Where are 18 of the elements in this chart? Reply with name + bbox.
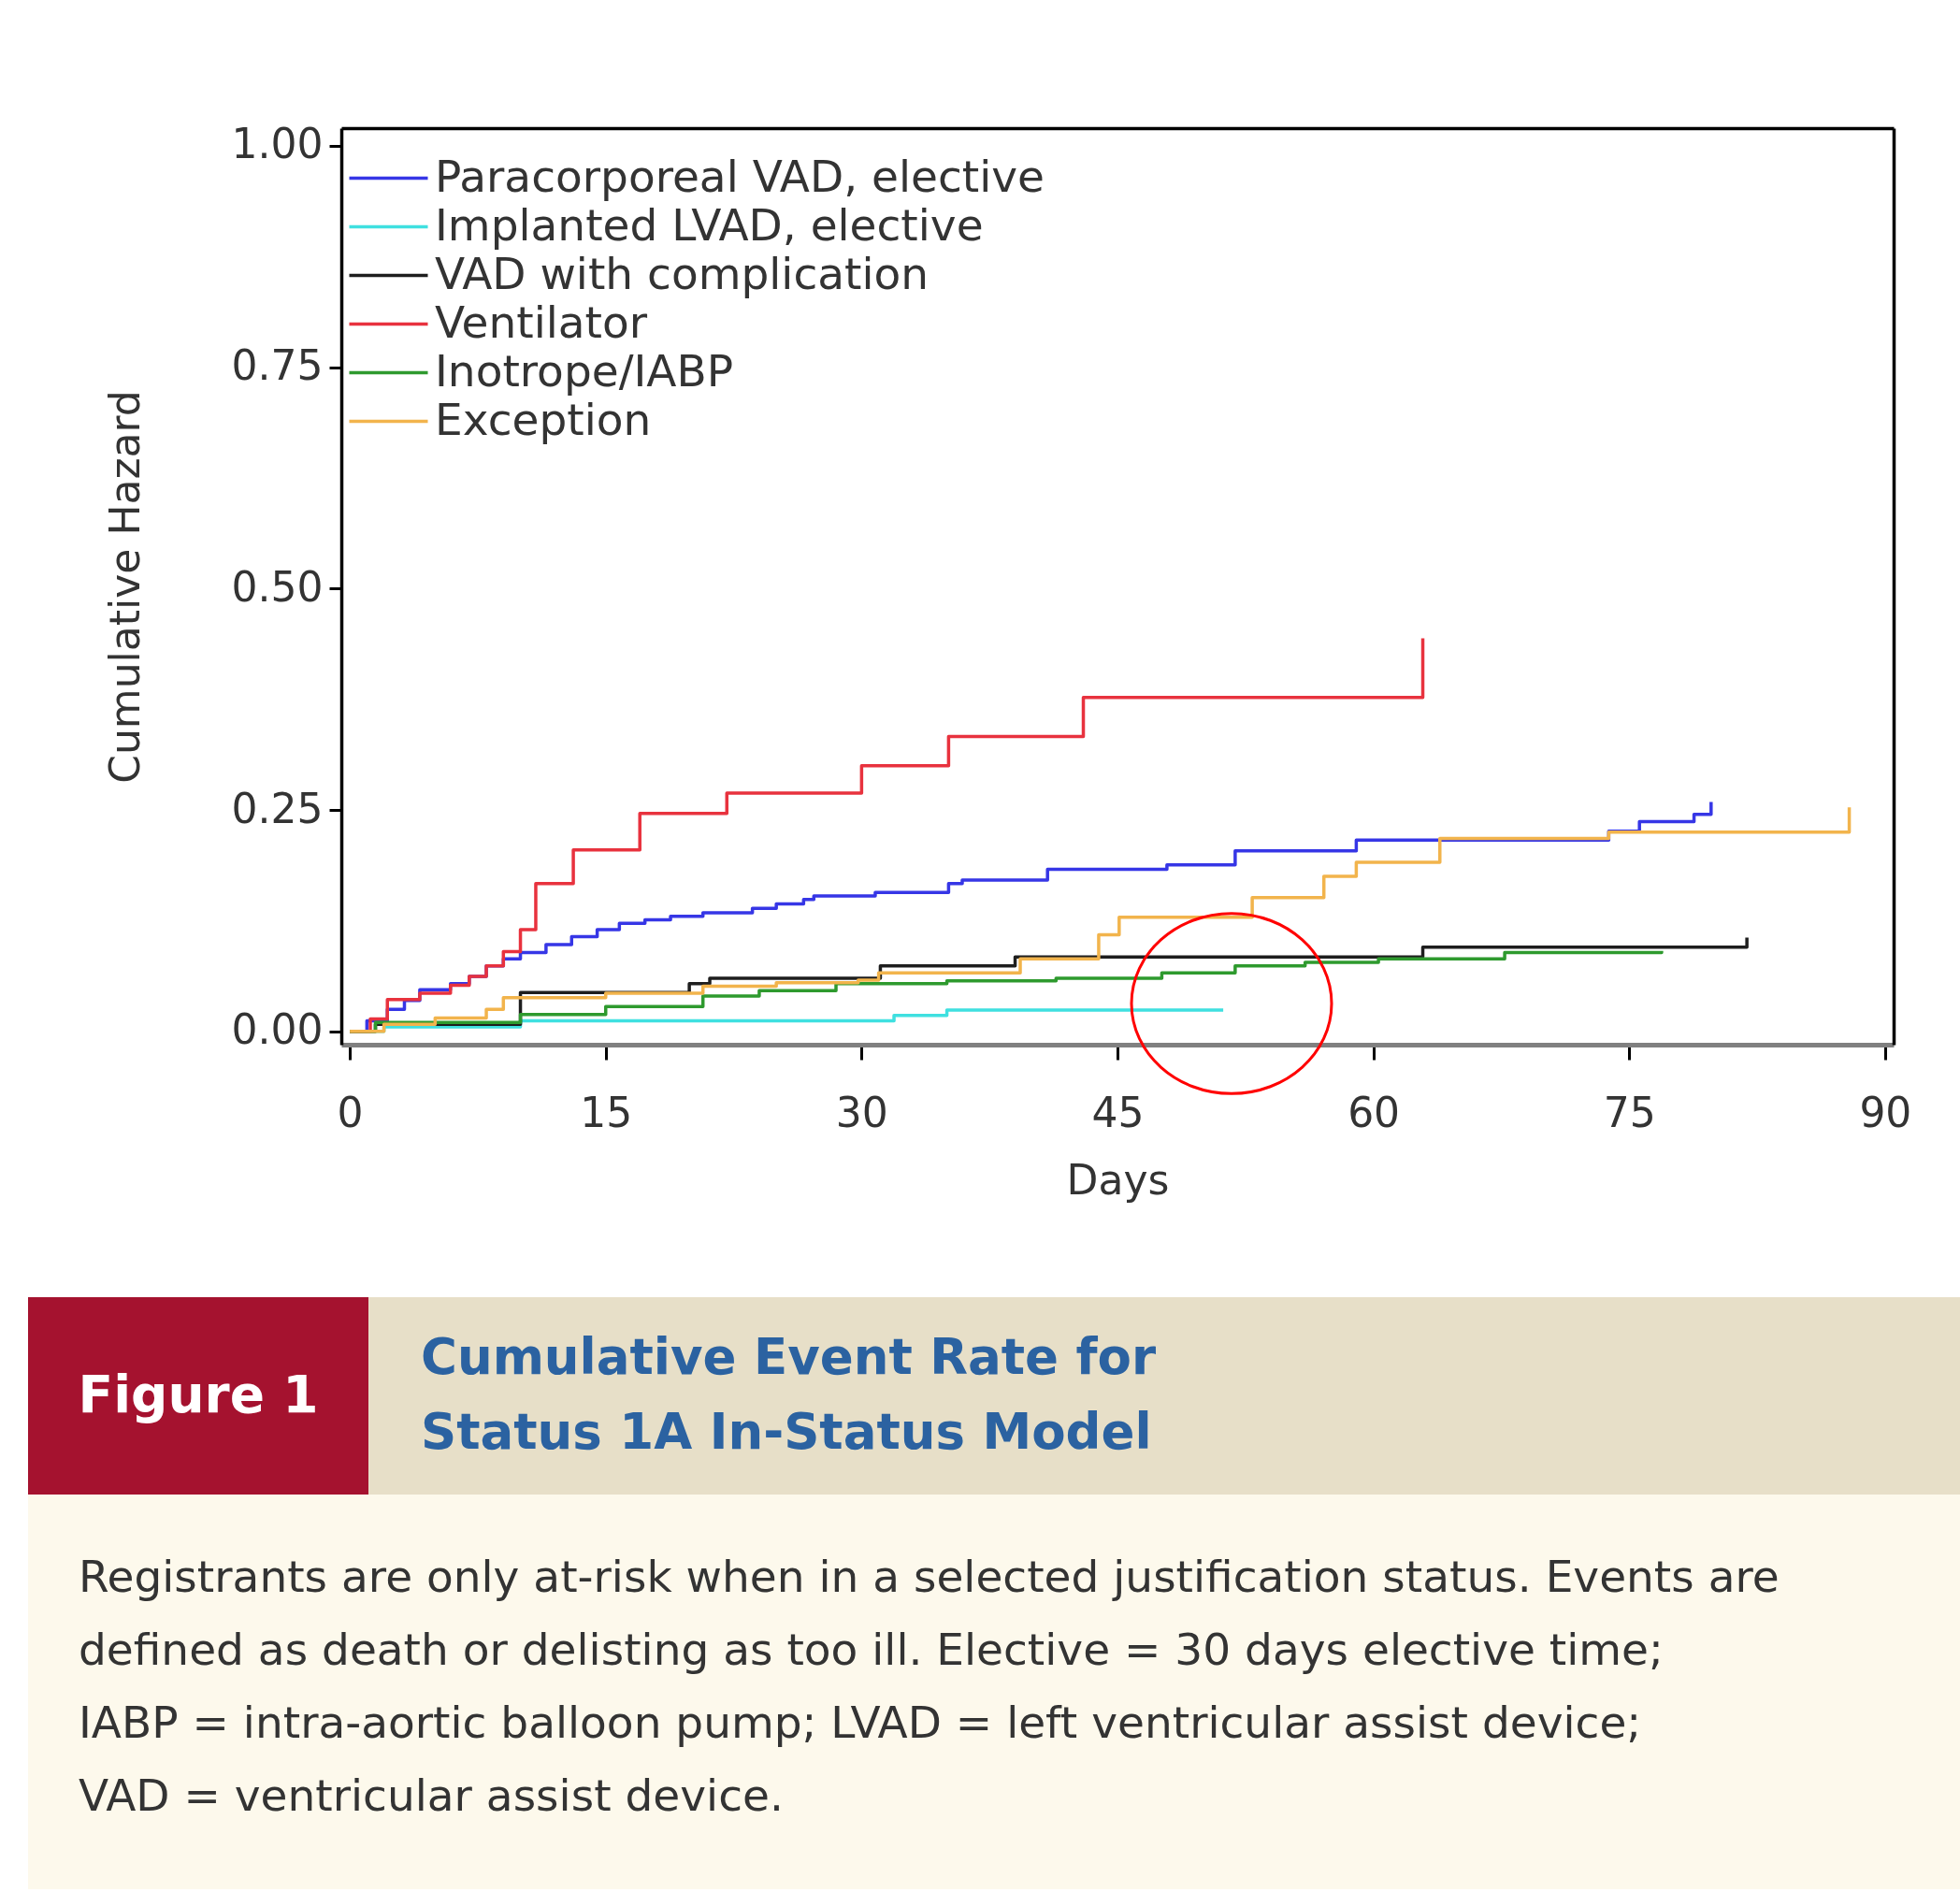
y-tick-label: 0.50	[231, 562, 324, 611]
y-tick-label: 0.00	[231, 1005, 324, 1054]
x-tick-label: 60	[1348, 1088, 1401, 1136]
y-axis-title: Cumulative Hazard	[100, 390, 149, 784]
x-tick-label: 45	[1091, 1088, 1145, 1136]
text: Cumulative Event Rate for Status 1A In-Status Model	[421, 1327, 1157, 1460]
x-tick-label: 0	[337, 1088, 364, 1136]
x-tick-label: 30	[835, 1088, 888, 1136]
y-tick-label: 0.25	[231, 784, 324, 832]
y-tick-label: 0.75	[231, 341, 324, 390]
x-tick-label: 15	[580, 1088, 633, 1136]
x-tick-label: 75	[1603, 1088, 1656, 1136]
legend-label: Paracorporeal VAD, elective	[435, 150, 1045, 202]
y-tick-label: 1.00	[231, 120, 324, 168]
x-tick-label: 90	[1859, 1088, 1912, 1136]
text: Registrants are only at-risk when in a selected justification status. Events are defined as death or delisting as too ill. Elective = 30 days elective time; IABP = intra-aortic balloon pump; LVAD = left ventricular assist device; VAD = ventricular assist device.	[79, 1551, 1780, 1821]
x-axis-title: Days	[1066, 1155, 1170, 1204]
caption: Figure 1	[78, 1364, 319, 1424]
